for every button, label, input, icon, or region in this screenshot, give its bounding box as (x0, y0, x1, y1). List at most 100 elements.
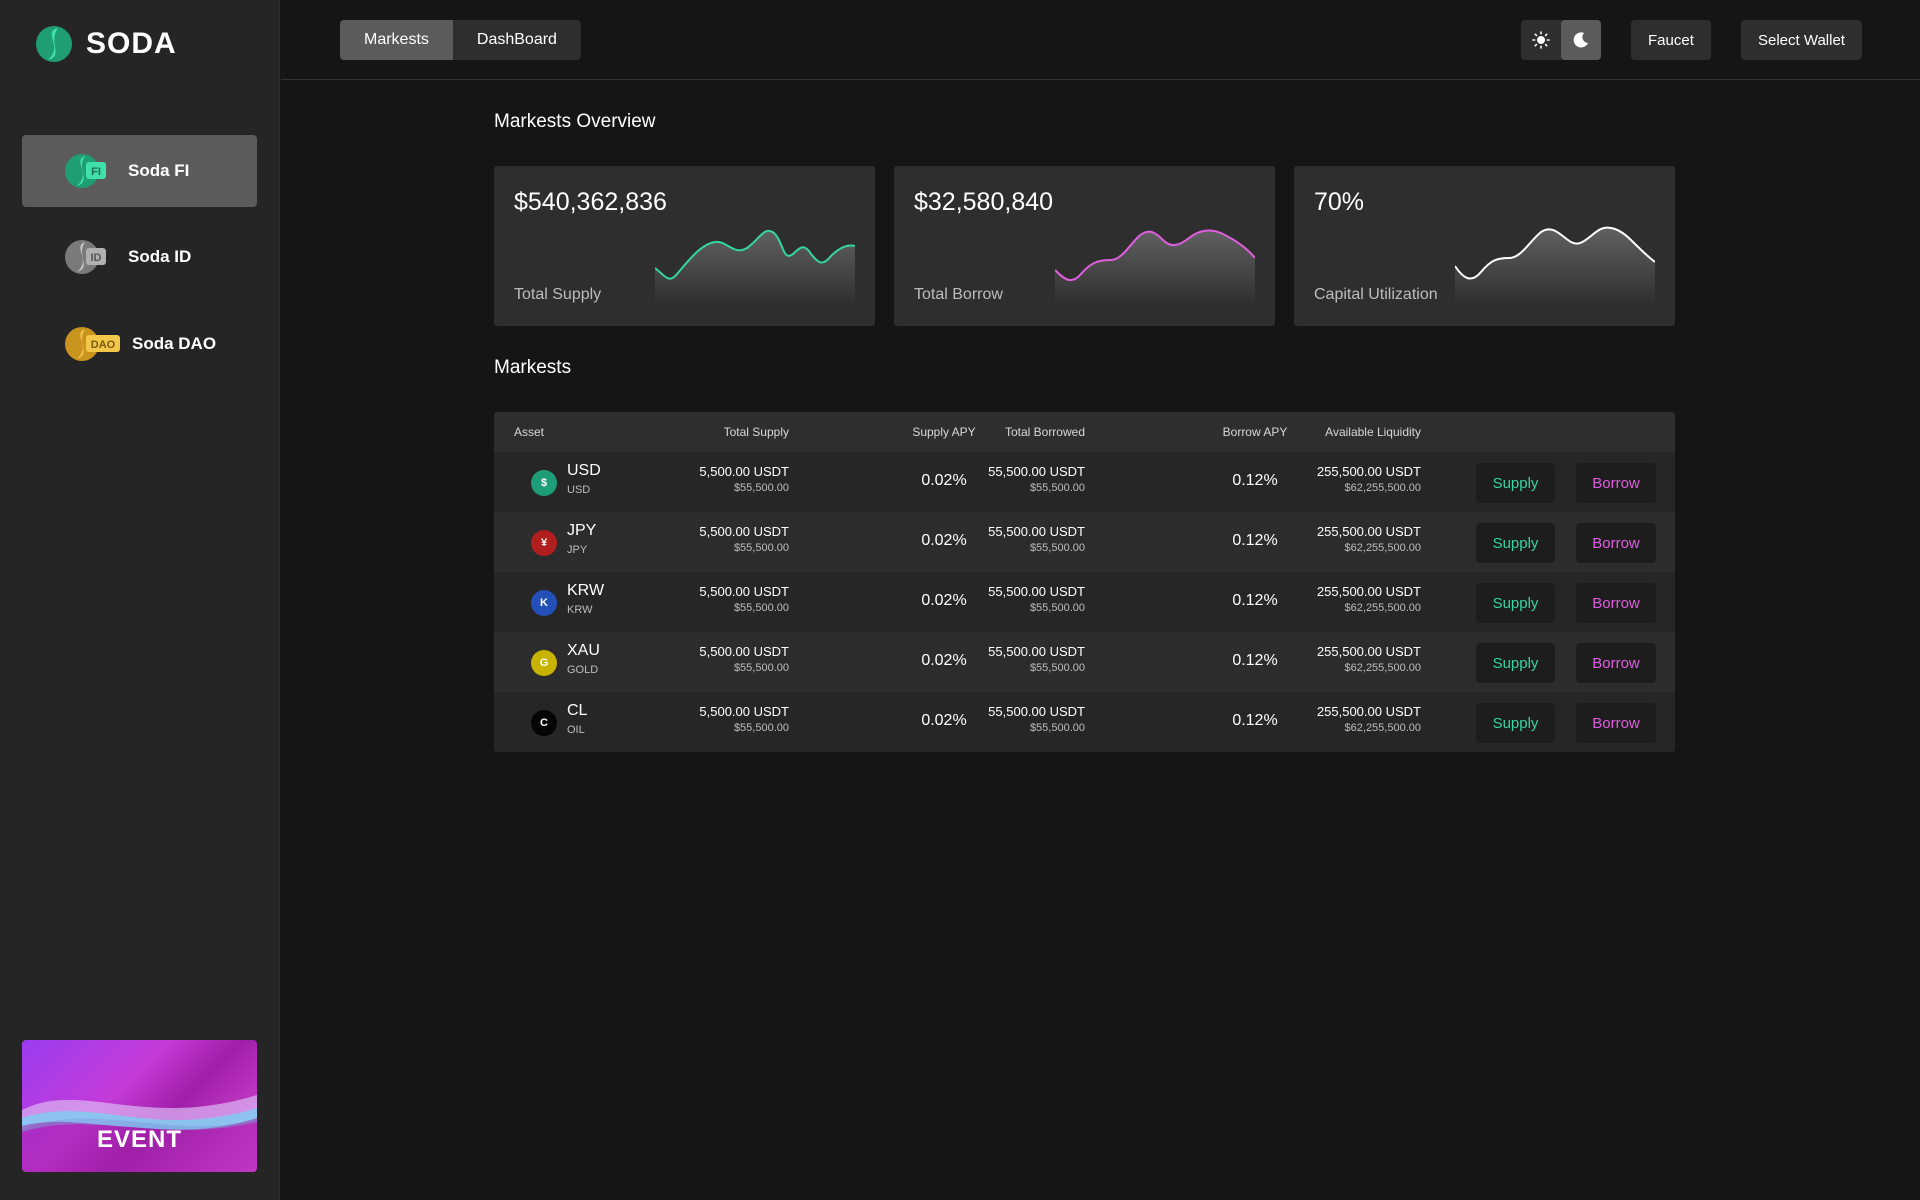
column-header-total-supply: Total Supply (723, 425, 789, 439)
supply-button[interactable]: Supply (1476, 463, 1555, 503)
borrow-apy: 0.12% (1232, 472, 1278, 489)
total-borrowed-value: 55,500.00 USDT (988, 464, 1085, 479)
supply-button[interactable]: Supply (1476, 583, 1555, 623)
soda-dao-icon: DAO (64, 324, 122, 364)
svg-text:FI: FI (91, 166, 101, 178)
available-liquidity-cell: 255,500.00 USDT $62,255,500.00 (494, 704, 1421, 734)
gold-coin-icon: G (531, 650, 557, 676)
total-borrowed-cell: 55,500.00 USDT $55,500.00 (494, 584, 1085, 614)
column-header-asset: Asset (514, 425, 545, 439)
svg-text:DAO: DAO (91, 339, 116, 351)
supply-button[interactable]: Supply (1476, 703, 1555, 743)
asset-name: GOLD (567, 664, 599, 676)
soda-id-icon: ID (64, 237, 108, 277)
available-liquidity-cell: 255,500.00 USDT $62,255,500.00 (494, 464, 1421, 494)
main-tabs: Markests DashBoard (340, 20, 581, 60)
sidebar: SODA FI Soda FI ID Soda ID (0, 0, 280, 1200)
stat-value: 70% (1314, 188, 1365, 216)
markets-title: Markests (494, 357, 572, 378)
asset-symbol: KRW (567, 582, 605, 599)
supply-apy: 0.02% (921, 712, 967, 729)
available-liquidity-value: 255,500.00 USDT (1316, 644, 1421, 659)
total-borrowed-usd: $55,500.00 (1029, 542, 1085, 554)
borrow-button[interactable]: Borrow (1576, 703, 1656, 743)
total-supply-usd: $55,500.00 (733, 722, 789, 734)
tab-dashboard[interactable]: DashBoard (476, 31, 557, 48)
event-banner[interactable]: EVENT (22, 1040, 257, 1172)
sidebar-item-label: Soda ID (128, 247, 192, 266)
available-liquidity-value: 255,500.00 USDT (1316, 464, 1421, 479)
total-supply-usd: $55,500.00 (733, 662, 789, 674)
borrow-apy: 0.12% (1232, 652, 1278, 669)
table-row: ¥ JPY JPY 5,500.00 USDT $55,500.00 0.02%… (494, 512, 1675, 572)
light-mode-button[interactable] (1521, 20, 1561, 60)
stat-value: $540,362,836 (514, 188, 667, 216)
available-liquidity-value: 255,500.00 USDT (1316, 584, 1421, 599)
moon-icon (1573, 32, 1588, 48)
total-borrowed-value: 55,500.00 USDT (988, 524, 1085, 539)
soda-fi-icon: FI (64, 151, 108, 191)
overview-title: Markests Overview (494, 111, 656, 132)
available-liquidity-usd: $62,255,500.00 (1344, 662, 1421, 674)
supply-button[interactable]: Supply (1476, 523, 1555, 563)
total-supply-value: 5,500.00 USDT (699, 464, 789, 479)
total-borrowed-cell: 55,500.00 USDT $55,500.00 (494, 524, 1085, 554)
capital-utilization-sparkline (1455, 226, 1655, 306)
select-wallet-button[interactable]: Select Wallet (1741, 20, 1862, 60)
capital-utilization-card: 70% Capital Utilization (1294, 166, 1675, 326)
asset-name: JPY (567, 544, 588, 556)
oil-coin-icon: C (531, 710, 557, 736)
stat-label: Total Supply (514, 286, 602, 303)
table-row: G XAU GOLD 5,500.00 USDT $55,500.00 0.02… (494, 632, 1675, 692)
sidebar-item-soda-id[interactable]: ID Soda ID (22, 221, 257, 293)
column-header-total-borrowed: Total Borrowed (1004, 425, 1085, 439)
sidebar-item-soda-fi[interactable]: FI Soda FI (22, 135, 257, 207)
total-borrowed-cell: 55,500.00 USDT $55,500.00 (494, 704, 1085, 734)
total-supply-cell: 5,500.00 USDT $55,500.00 (494, 704, 789, 734)
total-supply-usd: $55,500.00 (733, 542, 789, 554)
total-borrowed-value: 55,500.00 USDT (988, 584, 1085, 599)
sun-icon (1532, 31, 1550, 49)
brand-name: SODA (86, 27, 177, 60)
column-header-supply-apy: Supply APY (912, 425, 976, 439)
supply-button[interactable]: Supply (1476, 643, 1555, 683)
faucet-button[interactable]: Faucet (1631, 20, 1711, 60)
borrow-button[interactable]: Borrow (1576, 523, 1656, 563)
total-borrowed-cell: 55,500.00 USDT $55,500.00 (494, 644, 1085, 674)
tab-markets[interactable]: Markests (340, 20, 453, 60)
supply-apy: 0.02% (921, 592, 967, 609)
borrow-button[interactable]: Borrow (1576, 643, 1656, 683)
available-liquidity-cell: 255,500.00 USDT $62,255,500.00 (494, 524, 1421, 554)
available-liquidity-cell: 255,500.00 USDT $62,255,500.00 (494, 644, 1421, 674)
total-borrowed-usd: $55,500.00 (1029, 482, 1085, 494)
borrow-button[interactable]: Borrow (1576, 463, 1656, 503)
stat-label: Total Borrow (914, 286, 1003, 303)
total-supply-card: $540,362,836 Total Supply (494, 166, 875, 326)
sidebar-item-soda-dao[interactable]: DAO Soda DAO (22, 308, 257, 380)
asset-symbol: CL (567, 702, 588, 719)
total-supply-value: 5,500.00 USDT (699, 524, 789, 539)
svg-text:ID: ID (91, 252, 102, 264)
total-supply-cell: 5,500.00 USDT $55,500.00 (494, 644, 789, 674)
table-header: Asset Total Supply Supply APY Total Borr… (494, 412, 1675, 452)
table-row: $ USD USD 5,500.00 USDT $55,500.00 0.02%… (494, 452, 1675, 512)
top-bar: Markests DashBoard Faucet Select Wallet (281, 0, 1920, 80)
available-liquidity-cell: 255,500.00 USDT $62,255,500.00 (494, 584, 1421, 614)
supply-apy: 0.02% (921, 532, 967, 549)
asset-name: OIL (567, 724, 585, 736)
borrow-apy: 0.12% (1232, 532, 1278, 549)
total-borrow-sparkline (1055, 229, 1255, 306)
soda-logo[interactable]: SODA (34, 24, 177, 64)
dark-mode-button[interactable] (1561, 20, 1601, 60)
available-liquidity-usd: $62,255,500.00 (1344, 482, 1421, 494)
available-liquidity-usd: $62,255,500.00 (1344, 542, 1421, 554)
soda-logo-icon (36, 26, 72, 62)
asset-name: USD (567, 484, 591, 496)
total-borrowed-usd: $55,500.00 (1029, 722, 1085, 734)
borrow-button[interactable]: Borrow (1576, 583, 1656, 623)
table-row: C CL OIL 5,500.00 USDT $55,500.00 0.02% … (494, 692, 1675, 752)
total-supply-usd: $55,500.00 (733, 482, 789, 494)
asset-symbol: USD (567, 462, 601, 479)
supply-apy: 0.02% (921, 652, 967, 669)
available-liquidity-usd: $62,255,500.00 (1344, 722, 1421, 734)
